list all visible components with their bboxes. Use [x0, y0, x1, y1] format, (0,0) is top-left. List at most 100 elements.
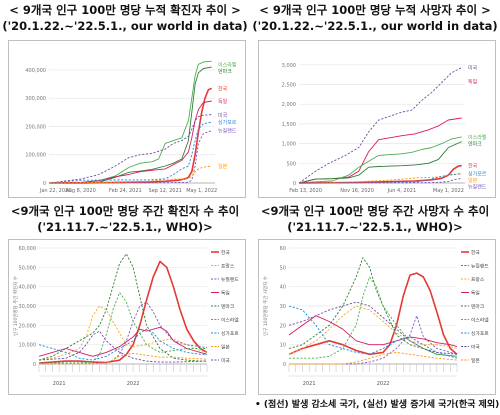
y-tick-label: 3,000	[282, 63, 296, 69]
series-label-싱가포르: 싱가포르	[468, 171, 487, 178]
series-label-이스라엘: 이스라엘	[218, 61, 237, 68]
y-tick-label: 40,000	[19, 285, 37, 291]
chart-subtitle: ('20.1.22.~'22.5.1., our world in data)	[252, 19, 498, 33]
panel-cumulative-cases: < 9개국 인구 100만 명당 누적 확진자 추이 > ('20.1.22.~…	[2, 2, 248, 200]
series-line-한국	[38, 260, 208, 364]
x-tick-label: Sep 12, 2021	[149, 188, 182, 194]
x-year-label: 2021	[53, 381, 66, 387]
x-year-label: 2022	[377, 381, 390, 387]
series-label-일본: 일본	[218, 163, 228, 170]
chart-title: < 9개국 인구 100만 명당 누적 확진자 추이 >	[9, 3, 241, 17]
legend-label-이스라엘: 이스라엘	[471, 317, 489, 324]
series-label-한국: 한국	[468, 164, 478, 170]
series-label-미국: 미국	[468, 65, 478, 72]
series-line-프랑스	[38, 305, 208, 361]
x-tick-label: Jun 4, 2021	[387, 188, 417, 194]
chart-subtitle: ('20.1.22.~'22.5.1., our world in data)	[2, 19, 248, 33]
y-tick-label: 30,000	[19, 304, 37, 310]
series-label-싱가포르: 싱가포르	[218, 119, 237, 126]
series-label-덴마크: 덴마크	[468, 140, 482, 147]
y-tick-label: 0	[33, 362, 36, 368]
series-line-덴마크	[298, 141, 462, 184]
series-line-덴마크	[48, 66, 212, 184]
y-axis-label: 인구 100만명당 주간 사망자 수	[262, 276, 269, 336]
footnote: • (점선) 발생 감소세 국가, (실선) 발생 증가세 국가(한국 제외)	[255, 400, 500, 410]
series-label-뉴질랜드: 뉴질랜드	[218, 128, 237, 135]
y-tick-label: 20	[280, 323, 286, 329]
x-year-label: 2021	[303, 381, 316, 387]
chart-area: 0 500 1,000 1,500 2,000 2,500 3,000 Feb 13, 202…	[258, 40, 496, 198]
panel-cumulative-deaths: < 9개국 인구 100만 명당 누적 사망자 추이 > ('20.1.22.~…	[252, 2, 498, 200]
series-line-싱가포르	[298, 173, 462, 184]
legend-label-한국: 한국	[471, 250, 480, 256]
y-tick-label: 60	[280, 246, 286, 252]
series-line-뉴질랜드	[38, 301, 208, 365]
series-label-덴마크: 덴마크	[218, 68, 232, 75]
y-tick-label: 0	[293, 181, 296, 187]
series-line-한국	[298, 164, 462, 184]
legend-label-미국: 미국	[221, 357, 230, 364]
y-tick-label: 50	[280, 265, 286, 271]
legend-label-싱가포르: 싱가포르	[221, 330, 239, 337]
legend-label-덴마크: 덴마크	[221, 303, 235, 310]
chart-subtitle: ('21.11.7.~'22.5.1., WHO)>	[287, 220, 463, 234]
legend-label-싱가포르: 싱가포르	[471, 330, 489, 337]
x-tick-label: May 1, 2022	[433, 188, 464, 194]
y-tick-label: 500	[286, 161, 296, 167]
legend-label-프랑스: 프랑스	[471, 276, 485, 283]
legend-label-덴마크: 덴마크	[471, 303, 485, 310]
y-tick-label: 0	[43, 181, 46, 187]
series-line-독일	[48, 100, 212, 184]
series-line-프랑스	[288, 305, 458, 355]
legend-label-뉴질랜드: 뉴질랜드	[221, 276, 239, 283]
series-label-일본: 일본	[468, 177, 478, 184]
x-tick-label: May 1, 2022	[186, 188, 217, 194]
legend-label-이스라엘: 이스라엘	[221, 317, 239, 324]
legend-label-한국: 한국	[221, 250, 230, 256]
series-label-독일: 독일	[468, 78, 478, 85]
chart-title: < 9개국 인구 100만 명당 누적 사망자 추이 >	[259, 3, 491, 17]
x-tick-label: Aug 8, 2020	[65, 188, 95, 194]
chart-subtitle: ('21.11.7.~'22.5.1., WHO)>	[37, 220, 213, 234]
panel-weekly-deaths: <9개국 인구 100만 명당 주간 사망자 수 추이 ('21.11.7.~'…	[252, 203, 498, 395]
y-tick-label: 60,000	[19, 246, 37, 252]
y-tick-label: 40	[280, 285, 286, 291]
series-line-이스라엘	[289, 276, 458, 359]
chart-title: <9개국 인구 100만 명당 주간 확진자 수 추이	[10, 204, 240, 218]
series-line-싱가포르	[288, 305, 458, 359]
y-tick-label: 2,000	[282, 102, 296, 108]
y-tick-label: 1,500	[282, 122, 296, 128]
series-line-싱가포르	[48, 121, 212, 184]
x-tick-label: Feb 24, 2021	[109, 188, 142, 194]
y-tick-label: 20,000	[19, 323, 37, 329]
series-line-이스라엘	[48, 60, 212, 184]
legend-label-미국: 미국	[471, 344, 480, 351]
series-label-독일: 독일	[218, 98, 228, 105]
legend-label-독일: 독일	[221, 290, 230, 297]
y-tick-label: 10,000	[19, 343, 37, 349]
series-line-일본	[48, 165, 212, 184]
chart-area: 0 10 20 30 40 50 60 2021 2022 인구 100만명당 주간 사망자 수 한…	[258, 239, 496, 395]
series-line-일본	[39, 352, 208, 365]
legend-label-독일: 독일	[471, 290, 480, 297]
y-tick-label: 300,000	[25, 96, 46, 102]
y-tick-label: 1,000	[282, 142, 296, 148]
legend-label-프랑스: 프랑스	[221, 263, 235, 270]
legend-label-일본: 일본	[221, 344, 230, 351]
series-line-뉴질랜드	[48, 130, 212, 184]
x-year-label: 2022	[127, 381, 140, 387]
series-line-한국	[48, 87, 213, 184]
series-line-한국	[288, 272, 458, 356]
y-tick-label: 400,000	[25, 68, 46, 74]
series-label-한국: 한국	[218, 86, 228, 92]
y-tick-label: 200,000	[25, 124, 46, 130]
series-line-미국	[288, 301, 458, 355]
series-line-미국	[298, 67, 462, 184]
series-label-뉴질랜드: 뉴질랜드	[468, 184, 487, 191]
chart-svg-weekly-deaths: 0 10 20 30 40 50 60 2021 2022 인구 100만명당 주간 사망자 수 한…	[262, 246, 489, 387]
y-tick-label: 0	[283, 362, 286, 368]
series-label-이스라엘: 이스라엘	[468, 134, 487, 141]
series-label-미국: 미국	[218, 112, 228, 119]
chart-svg-cumulative-deaths: 0 500 1,000 1,500 2,000 2,500 3,000 Feb 13, 202…	[282, 63, 487, 194]
x-tick-label: Feb 13, 2020	[289, 188, 322, 194]
